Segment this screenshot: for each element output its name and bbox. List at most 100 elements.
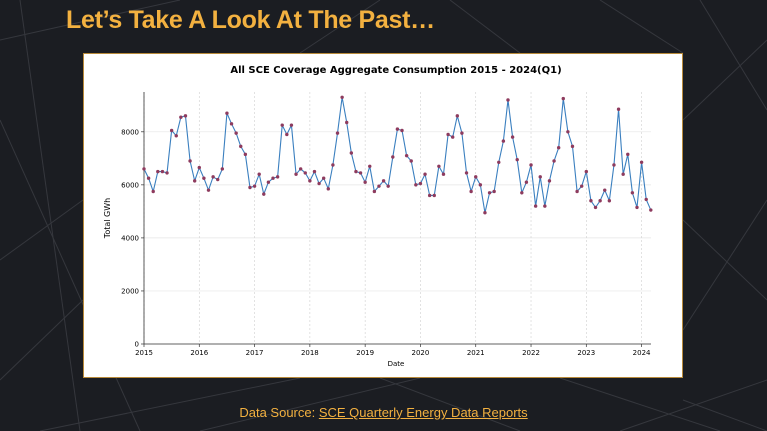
data-point — [635, 205, 639, 210]
data-point — [160, 169, 165, 174]
data-source-prefix: Data Source: — [239, 405, 319, 420]
data-point — [349, 151, 354, 155]
data-point — [552, 159, 556, 163]
line-chart: All SCE Coverage Aggregate Consumption 2… — [103, 65, 653, 368]
data-point — [391, 155, 395, 159]
x-tick-label: 2016 — [190, 349, 208, 357]
data-point — [331, 163, 335, 167]
data-point — [570, 144, 575, 149]
y-tick-label: 8000 — [121, 128, 139, 136]
data-point — [340, 95, 344, 100]
data-point — [197, 165, 201, 170]
data-point — [188, 159, 192, 163]
data-point — [363, 180, 367, 184]
x-tick-label: 2017 — [246, 349, 264, 357]
data-point — [474, 175, 478, 179]
data-point — [520, 191, 524, 195]
x-tick-label: 2018 — [301, 349, 319, 357]
data-point — [321, 176, 326, 180]
data-point — [464, 171, 469, 175]
chart-title: All SCE Coverage Aggregate Consumption 2… — [230, 65, 561, 76]
data-point — [589, 199, 593, 203]
data-point — [626, 152, 630, 157]
data-point — [556, 146, 561, 150]
data-point — [566, 130, 570, 134]
series-line — [143, 97, 652, 213]
data-point — [644, 197, 648, 202]
y-tick-label: 0 — [135, 341, 139, 349]
data-point — [441, 172, 446, 176]
data-point — [372, 189, 377, 194]
data-point — [506, 98, 510, 102]
data-point — [386, 184, 390, 188]
data-point — [271, 176, 275, 180]
data-point — [257, 172, 261, 176]
data-point — [649, 208, 653, 212]
data-point — [639, 160, 644, 164]
data-point — [515, 157, 519, 162]
data-point — [202, 176, 206, 180]
data-point — [450, 135, 455, 139]
y-tick-label: 2000 — [121, 287, 139, 295]
data-point — [179, 115, 183, 119]
data-point — [174, 134, 178, 138]
data-point — [289, 123, 294, 127]
data-point — [409, 159, 413, 163]
data-point — [335, 131, 340, 135]
data-point — [547, 179, 552, 183]
data-point — [169, 128, 174, 133]
data-source-link[interactable]: SCE Quarterly Energy Data Reports — [318, 405, 528, 420]
data-point — [437, 164, 441, 168]
data-point — [381, 179, 386, 183]
tick-labels: 0 2000 4000 6000 8000 2015 2016 2017 2018 2019 202… — [121, 128, 651, 357]
data-point — [446, 132, 450, 137]
chart-panel: All SCE Coverage Aggregate Consumption 2… — [83, 53, 683, 378]
data-point — [497, 160, 501, 164]
data-point — [414, 183, 418, 187]
data-point — [146, 176, 151, 180]
x-tick-label: 2019 — [356, 349, 374, 357]
data-point — [510, 135, 515, 139]
data-point — [561, 96, 565, 101]
axes — [141, 92, 651, 347]
x-tick-label: 2015 — [135, 349, 153, 357]
data-point — [395, 127, 400, 131]
x-tick-label: 2023 — [577, 349, 595, 357]
data-point — [312, 169, 317, 174]
y-tick-label: 6000 — [121, 181, 139, 189]
data-point — [580, 184, 584, 188]
data-point — [432, 193, 436, 198]
data-point — [220, 167, 225, 171]
data-point — [216, 177, 220, 182]
data-source-footer: Data Source: SCE Quarterly Energy Data R… — [0, 405, 767, 420]
data-point — [234, 131, 238, 135]
data-point — [603, 188, 607, 192]
data-point — [248, 185, 252, 190]
data-point — [483, 210, 487, 215]
data-point — [151, 189, 155, 194]
data-point — [584, 169, 589, 174]
data-point — [529, 163, 533, 167]
data-point — [598, 199, 602, 203]
data-point — [469, 189, 473, 194]
data-point — [492, 189, 496, 194]
data-point — [225, 111, 229, 115]
y-tick-label: 4000 — [121, 234, 139, 242]
data-point — [239, 144, 243, 149]
data-point — [368, 164, 372, 168]
data-point — [303, 171, 307, 175]
markers — [142, 95, 653, 215]
x-tick-label: 2024 — [633, 349, 651, 357]
data-point — [243, 152, 248, 157]
data-point — [478, 183, 483, 187]
data-point — [298, 167, 303, 171]
x-tick-label: 2022 — [522, 349, 540, 357]
data-point — [308, 179, 312, 183]
data-point — [607, 199, 612, 203]
data-point — [460, 131, 464, 135]
x-tick-label: 2021 — [467, 349, 485, 357]
data-point — [524, 180, 529, 184]
data-point — [575, 189, 579, 194]
data-point — [285, 132, 289, 137]
data-point — [206, 188, 211, 192]
